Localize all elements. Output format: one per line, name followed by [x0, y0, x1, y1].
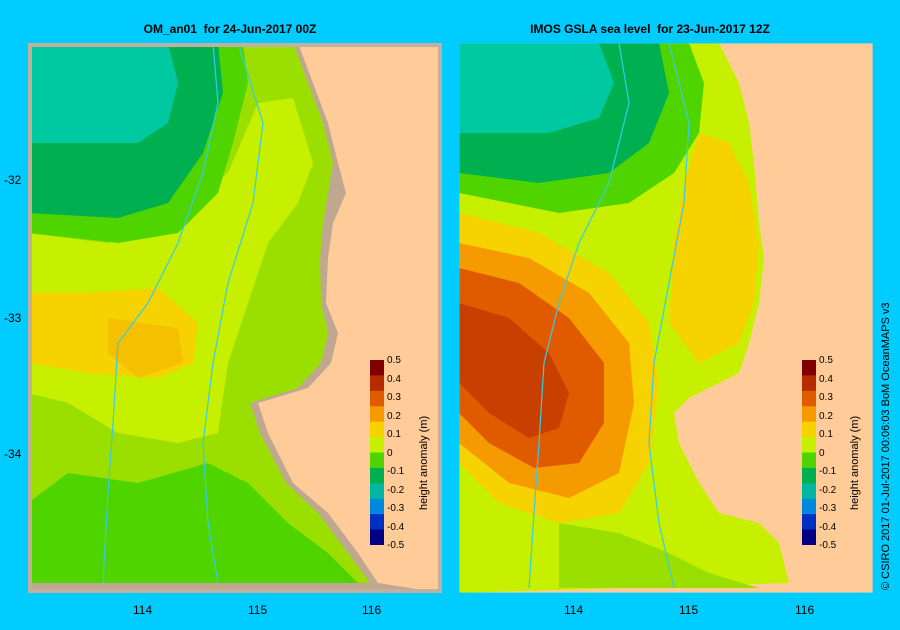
lon-tick-116-right: 116: [795, 603, 815, 617]
colorbar-tick: 0: [819, 447, 825, 459]
colorbar-tick: 0.2: [819, 410, 833, 422]
colorbar-swatch: [370, 514, 384, 531]
colorbar-swatch: [802, 498, 816, 515]
colorbar-swatch: [802, 483, 816, 500]
colorbar-swatch: [370, 483, 384, 500]
colorbar-swatch: [802, 452, 816, 469]
colorbar-swatch: [802, 421, 816, 438]
colorbar-tick: -0.2: [387, 484, 405, 496]
lat-tick-34: -34: [4, 447, 22, 461]
colorbar-swatch: [370, 498, 384, 515]
lon-tick-116-left: 116: [362, 603, 382, 617]
colorbar-swatch: [802, 390, 816, 407]
colorbar-swatch: [370, 406, 384, 423]
colorbar-tick: 0.1: [387, 429, 401, 440]
lon-tick-114-left: 114: [133, 603, 153, 617]
colorbar-swatch: [370, 421, 384, 438]
colorbar-tick: 0.4: [819, 373, 833, 385]
credit-text: © CSIRO 2017 01-Jul-2017 00:06:03 BoM Oc…: [880, 302, 892, 590]
left-colorbar-label: height anomaly (m): [418, 415, 430, 510]
colorbar-swatch: [802, 406, 816, 423]
colorbar-tick: 0.5: [387, 355, 401, 366]
colorbar-tick: -0.5: [819, 540, 837, 551]
colorbar-tick: 0.1: [819, 429, 833, 440]
right-colorbar-label: height anomaly (m): [849, 415, 861, 510]
right-panel-title: IMOS GSLA sea level for 23-Jun-2017 12Z: [530, 22, 770, 36]
colorbar-tick: 0: [387, 447, 393, 459]
colorbar-tick: -0.4: [387, 521, 405, 533]
colorbar-tick: -0.3: [819, 503, 837, 514]
colorbar-tick: -0.3: [387, 503, 405, 514]
colorbar-tick: 0.2: [387, 410, 401, 422]
colorbar-swatch: [370, 452, 384, 469]
colorbar-swatch: [370, 467, 384, 484]
colorbar-swatch: [802, 375, 816, 392]
colorbar-tick: 0.3: [819, 392, 833, 403]
lat-tick-33: -33: [4, 311, 22, 325]
lat-tick-32: -32: [4, 173, 22, 187]
lon-tick-115-right: 115: [679, 603, 699, 617]
colorbar-tick: -0.4: [819, 521, 837, 533]
colorbar-tick: -0.1: [387, 466, 405, 477]
colorbar-swatch: [802, 514, 816, 531]
colorbar-swatch: [370, 390, 384, 407]
right-map: [459, 43, 873, 593]
colorbar-swatch: [370, 437, 384, 453]
colorbar-tick: -0.2: [819, 484, 837, 496]
left-panel-title: OM_an01 for 24-Jun-2017 00Z: [143, 22, 317, 36]
left-colorbar: [370, 360, 384, 545]
colorbar-swatch: [370, 360, 384, 376]
lon-tick-115-left: 115: [248, 603, 268, 617]
colorbar-tick: 0.4: [387, 373, 401, 385]
colorbar-tick: -0.1: [819, 466, 837, 477]
lon-tick-114-right: 114: [564, 603, 584, 617]
colorbar-swatch: [802, 360, 816, 376]
colorbar-swatch: [802, 467, 816, 484]
left-map: [28, 43, 442, 593]
colorbar-tick: 0.5: [819, 355, 833, 366]
colorbar-swatch: [370, 375, 384, 392]
colorbar-swatch: [370, 529, 384, 545]
colorbar-tick: -0.5: [387, 540, 405, 551]
colorbar-swatch: [802, 529, 816, 545]
colorbar-swatch: [802, 437, 816, 453]
colorbar-tick: 0.3: [387, 392, 401, 403]
right-colorbar: [802, 360, 816, 545]
